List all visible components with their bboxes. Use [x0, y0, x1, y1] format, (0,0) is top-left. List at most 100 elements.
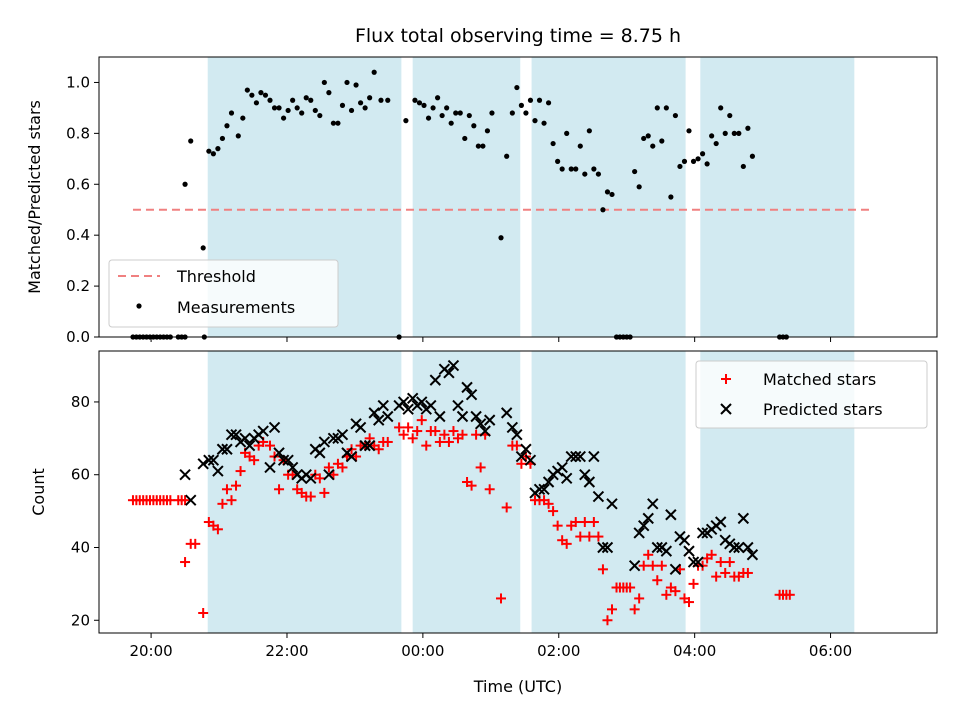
measurement-point: [466, 112, 472, 119]
predicted-star-point: [257, 425, 269, 437]
matched-star-point: [217, 498, 228, 509]
matched-star-point: [448, 426, 459, 437]
predicted-star-point: [382, 410, 394, 423]
predicted-star-point: [282, 454, 294, 466]
predicted-star-point: [692, 556, 704, 568]
matched-legend-swatch: [721, 374, 731, 384]
matched-star-point: [652, 575, 663, 586]
predicted-star-point: [579, 469, 591, 481]
measurement-point: [416, 100, 423, 106]
matched-star-point: [407, 433, 418, 444]
matched-star-point: [421, 440, 432, 451]
matched-star-point: [382, 436, 393, 447]
matched-star-point: [629, 604, 640, 615]
measurement-point: [699, 151, 706, 157]
observing-window-band: [412, 57, 521, 337]
measurement-point: [475, 143, 481, 149]
predicted-star-point: [637, 519, 650, 532]
matched-star-point: [715, 557, 726, 568]
predicted-star-point: [474, 418, 487, 430]
measurement-point: [308, 97, 314, 103]
matched-star-point: [625, 582, 636, 593]
observing-window-band: [531, 57, 686, 337]
matched-star-point: [212, 524, 223, 535]
measurement-point: [249, 92, 255, 98]
chart-title: Flux total observing time = 8.75 h: [355, 25, 681, 47]
measurement-point: [545, 100, 552, 106]
ratio-legend: Threshold Measurements: [108, 259, 339, 328]
measurement-point: [357, 100, 364, 106]
observing-windows-top: [207, 57, 855, 337]
matched-star-point: [434, 436, 445, 447]
x-tick-label: 20:00: [129, 642, 172, 660]
matched-star-point: [274, 484, 285, 495]
measurement-point: [471, 123, 477, 129]
predicted-star-point: [277, 454, 290, 466]
measurement-point: [312, 107, 318, 114]
measurement-point: [586, 128, 592, 134]
matched-star-point: [443, 436, 454, 447]
predicted-star-point: [452, 399, 464, 412]
x-tick-label: 06:00: [809, 642, 852, 660]
measurement-point: [367, 95, 373, 101]
predicted-star-point: [647, 498, 659, 510]
ratio-y-ticks: 0.0 0.2 0.4 0.6 0.8 1.0: [66, 73, 99, 346]
measurement-point: [378, 97, 384, 103]
measurement-point: [541, 120, 547, 126]
matched-star-point: [548, 506, 559, 517]
predicted-star-point: [402, 403, 414, 415]
measurement-point: [434, 95, 441, 101]
measurement-point: [258, 90, 264, 96]
measurement-point: [267, 97, 273, 103]
predicted-star-point: [314, 447, 326, 459]
measurement-point: [568, 166, 574, 172]
predicted-star-point: [669, 563, 682, 576]
matched-star-point: [412, 426, 423, 437]
measurement-point: [303, 95, 309, 101]
predicted-star-point: [207, 454, 220, 466]
measurement-point: [527, 97, 534, 103]
predicted-star-point: [397, 396, 410, 408]
predicted-legend-swatch: [720, 403, 732, 415]
measurement-point: [504, 153, 510, 159]
measurement-point: [235, 133, 241, 139]
predicted-star-point: [197, 458, 209, 470]
matched-star-point: [416, 415, 427, 426]
threshold-legend-label: Threshold: [176, 267, 256, 286]
ratio-plot-frame: [98, 56, 938, 338]
predicted-star-point: [461, 381, 473, 394]
ratio-x-ticks: [150, 337, 832, 342]
measurement-point: [228, 110, 235, 116]
predicted-star-point: [560, 472, 573, 485]
measurement-point: [444, 105, 450, 111]
matched-star-point: [638, 560, 649, 571]
ratio-legend-frame: [108, 259, 339, 328]
measurement-point: [722, 130, 728, 136]
matched-legend-marker: [721, 374, 731, 384]
matched-star-point: [496, 593, 507, 604]
y-tick-label: 80: [71, 393, 90, 411]
measurement-point: [206, 148, 212, 154]
measurement-point: [280, 115, 287, 121]
predicted-star-point: [588, 450, 600, 463]
observing-window-band: [700, 57, 855, 337]
observing-window-band: [412, 351, 521, 633]
y-tick-label: 0.6: [66, 175, 90, 193]
matched-star-point: [602, 615, 613, 626]
measurement-point: [430, 105, 436, 111]
predicted-star-point: [345, 450, 358, 463]
predicted-star-point: [305, 472, 317, 485]
predicted-star-point: [511, 428, 523, 441]
measurement-point: [348, 107, 355, 114]
predicted-star-point: [633, 527, 645, 539]
measurement-point: [654, 105, 660, 111]
predicted-star-point: [447, 359, 460, 372]
measurements-legend-swatch: [136, 303, 142, 309]
matched-star-point: [198, 607, 209, 618]
predicted-star-point: [264, 461, 276, 474]
predicted-star-point: [483, 414, 496, 426]
measurement-point: [371, 69, 377, 75]
predicted-legend-marker: [720, 403, 732, 415]
measurement-point: [740, 163, 746, 170]
